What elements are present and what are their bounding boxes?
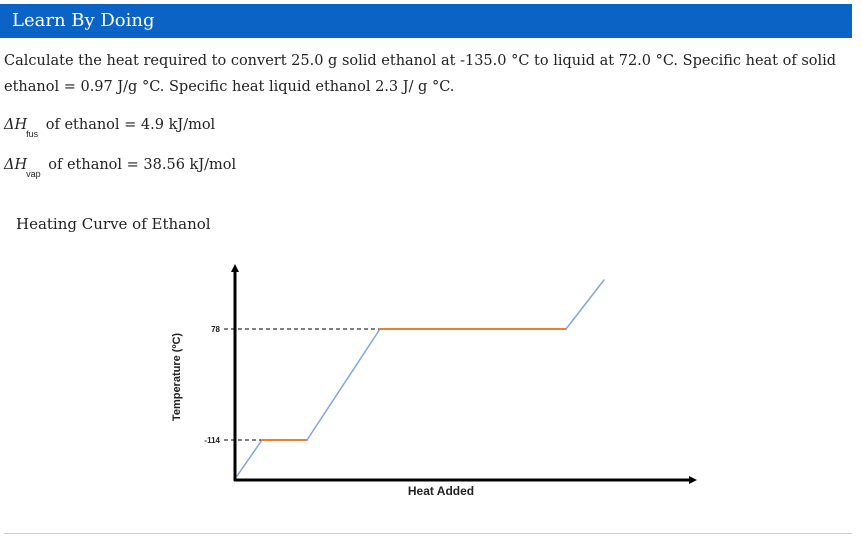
enthalpy-fusion-value: of ethanol = 4.9 kJ/mol: [41, 117, 216, 133]
curve-segment-heating: [306, 328, 381, 441]
delta-h-symbol: ΔH: [4, 157, 28, 173]
y-tick-label: -114: [204, 436, 220, 445]
axes: [231, 264, 697, 484]
fus-subscript: fus: [26, 129, 39, 139]
y-axis-arrow-icon: [231, 264, 239, 272]
problem-statement: Calculate the heat required to convert 2…: [4, 53, 837, 95]
chart-title: Heating Curve of Ethanol: [16, 215, 211, 233]
curve-segment-heating: [565, 279, 605, 330]
x-axis-label: Heat Added: [408, 484, 474, 498]
curve-segments: [236, 279, 605, 477]
reference-lines: [224, 328, 380, 441]
curve-segment-heating: [236, 439, 263, 477]
delta-h-symbol: ΔH: [4, 117, 28, 133]
enthalpy-vaporization-value: of ethanol = 38.56 kJ/mol: [43, 157, 237, 173]
enthalpy-fusion-line: ΔHfus of ethanol = 4.9 kJ/mol: [4, 115, 216, 139]
enthalpy-vaporization-line: ΔHvap of ethanol = 38.56 kJ/mol: [4, 155, 237, 179]
heating-curve-chart: -114 78 Heat Added Temperature (ºC): [171, 264, 697, 498]
y-axis-label: Temperature (ºC): [171, 333, 183, 421]
vap-subscript: vap: [26, 169, 41, 179]
learn-by-doing-banner: Learn By Doing: [0, 4, 852, 38]
x-axis-arrow-icon: [689, 476, 697, 484]
y-tick-label: 78: [211, 325, 220, 334]
banner-title: Learn By Doing: [12, 10, 155, 31]
bottom-divider: [4, 533, 852, 534]
